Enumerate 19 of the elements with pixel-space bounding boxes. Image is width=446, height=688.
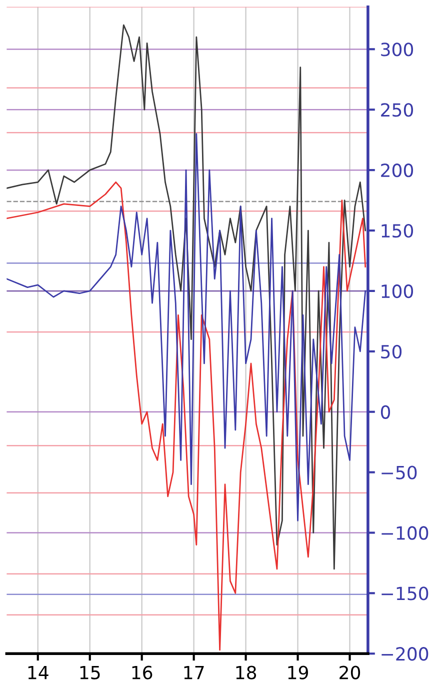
y-tick-label: −200 <box>382 647 428 661</box>
y-tick-label: 250 <box>381 103 414 117</box>
y-tick-label: 150 <box>382 224 414 238</box>
x-tick-label: 17 <box>184 666 204 680</box>
y-tick-label: −50 <box>382 466 417 480</box>
x-tick-label: 20 <box>340 666 360 680</box>
y-tick-label: 300 <box>381 42 414 56</box>
y-tick-label: 0 <box>380 405 390 419</box>
y-tick-label: 100 <box>382 284 414 298</box>
line-series <box>6 181 366 651</box>
x-tick-label: 15 <box>80 666 100 680</box>
x-tick-label: 16 <box>132 666 152 680</box>
y-tick-label: −150 <box>382 586 428 600</box>
y-tick-label: 50 <box>381 344 402 359</box>
x-tick-label: 19 <box>288 666 308 680</box>
y-tick-label: 200 <box>381 164 414 178</box>
x-tick-label: 14 <box>28 666 48 680</box>
x-tick-label: 18 <box>236 666 256 680</box>
y-tick-label: −100 <box>382 526 428 540</box>
